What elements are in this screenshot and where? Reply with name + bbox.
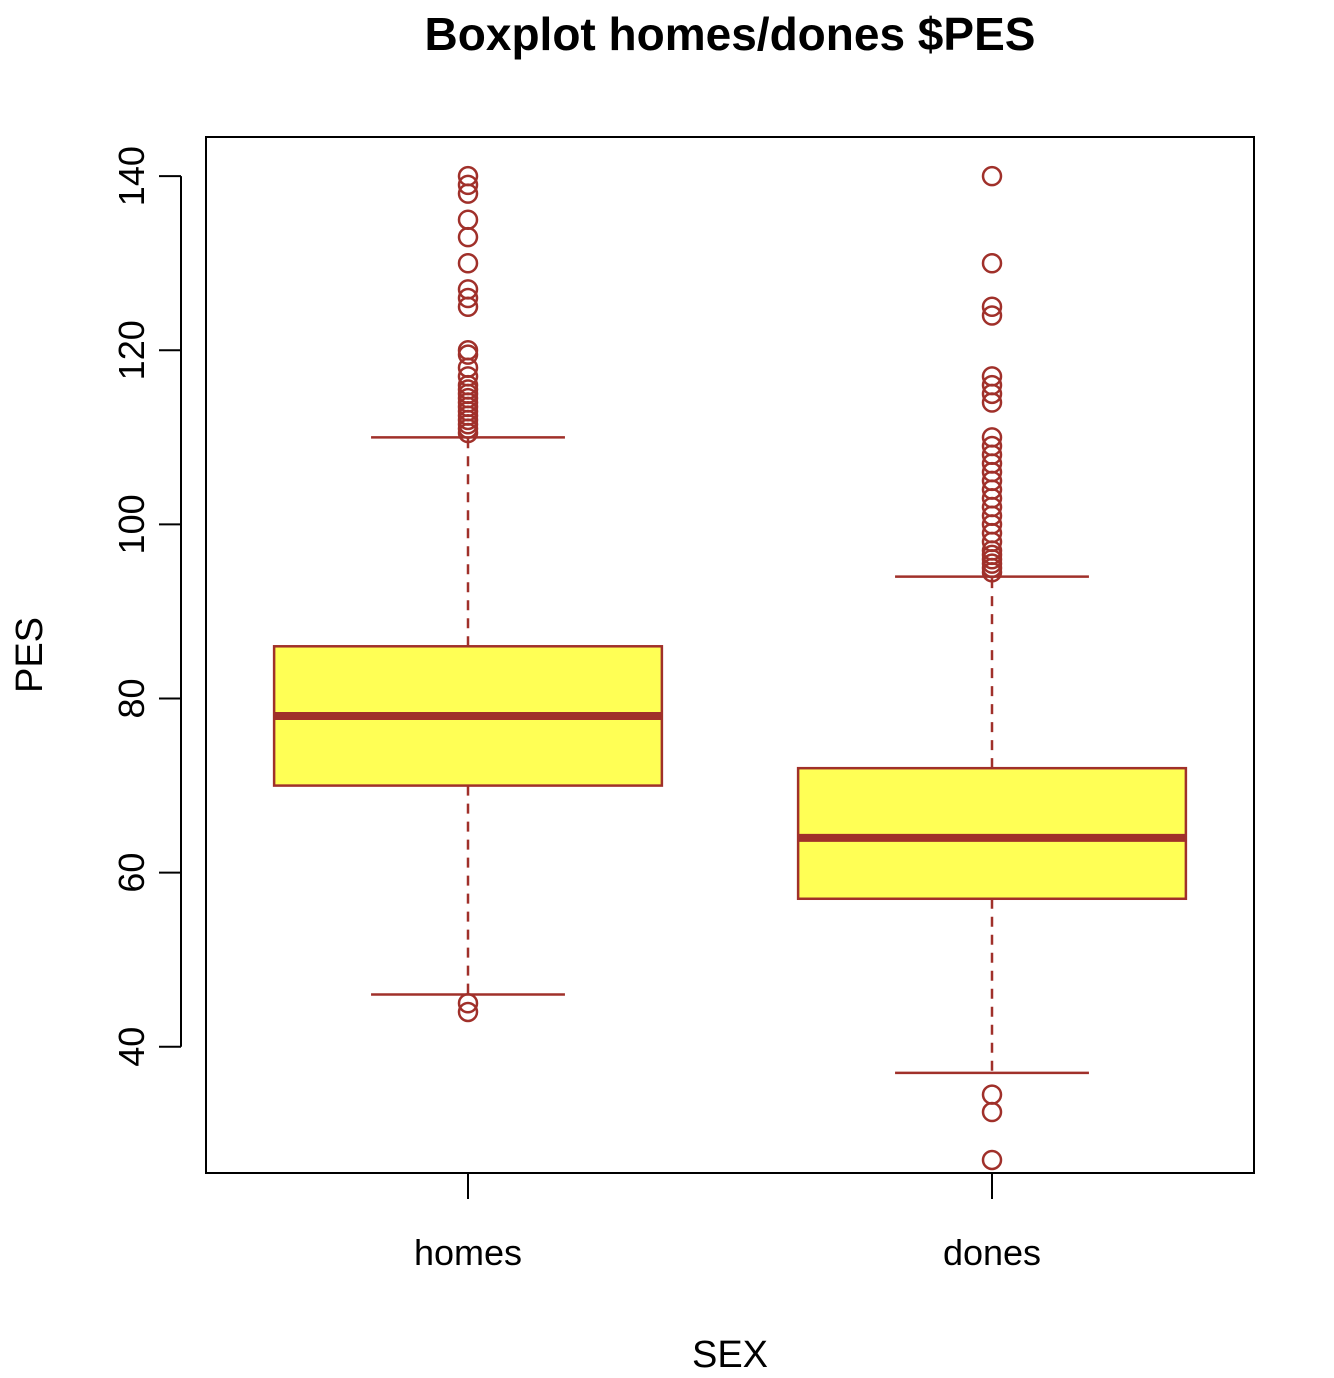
outlier-point bbox=[457, 279, 479, 300]
outlier-point bbox=[981, 252, 1003, 274]
y-tick-label: 100 bbox=[111, 494, 152, 554]
box-group-dones bbox=[796, 165, 1188, 1171]
x-axis: homes dones bbox=[414, 1173, 1041, 1273]
box-group-homes bbox=[272, 165, 664, 1023]
x-tick-label-dones: dones bbox=[943, 1232, 1041, 1273]
outlier-point bbox=[981, 1149, 1003, 1171]
plot-marks bbox=[272, 165, 1188, 1171]
chart-title: Boxplot homes/dones $PES bbox=[425, 8, 1036, 60]
y-tick-label: 80 bbox=[111, 679, 152, 719]
y-tick-label: 40 bbox=[111, 1027, 152, 1067]
plot-area-border bbox=[205, 136, 1255, 1174]
x-axis-label: SEX bbox=[692, 1334, 768, 1376]
y-tick-label: 120 bbox=[111, 320, 152, 380]
outlier-point bbox=[457, 226, 479, 248]
outlier-point bbox=[457, 1001, 479, 1023]
outlier-point bbox=[457, 252, 479, 274]
outlier-point bbox=[457, 287, 479, 309]
outlier-point bbox=[457, 174, 479, 196]
outlier-point bbox=[981, 296, 1003, 318]
y-axis: 40 60 80 100 120 140 bbox=[111, 146, 182, 1067]
outlier-point bbox=[457, 165, 479, 187]
outlier-point bbox=[457, 366, 479, 387]
outlier-point bbox=[457, 992, 479, 1014]
outlier-point bbox=[981, 374, 1003, 396]
outlier-point bbox=[457, 209, 479, 230]
outlier-point bbox=[981, 366, 1003, 387]
y-tick-label: 60 bbox=[111, 853, 152, 893]
x-tick-label-homes: homes bbox=[414, 1232, 522, 1273]
outlier-point bbox=[981, 435, 1003, 457]
outlier-point bbox=[981, 427, 1003, 448]
outlier-point bbox=[981, 305, 1003, 326]
outlier-point bbox=[981, 1084, 1003, 1105]
outlier-point bbox=[457, 340, 479, 361]
box-iqr bbox=[796, 766, 1188, 901]
outlier-point bbox=[981, 1101, 1003, 1123]
y-tick-label: 140 bbox=[111, 146, 152, 206]
outlier-point bbox=[457, 344, 479, 365]
y-axis-label: PES bbox=[9, 617, 51, 693]
outlier-point bbox=[981, 165, 1003, 187]
